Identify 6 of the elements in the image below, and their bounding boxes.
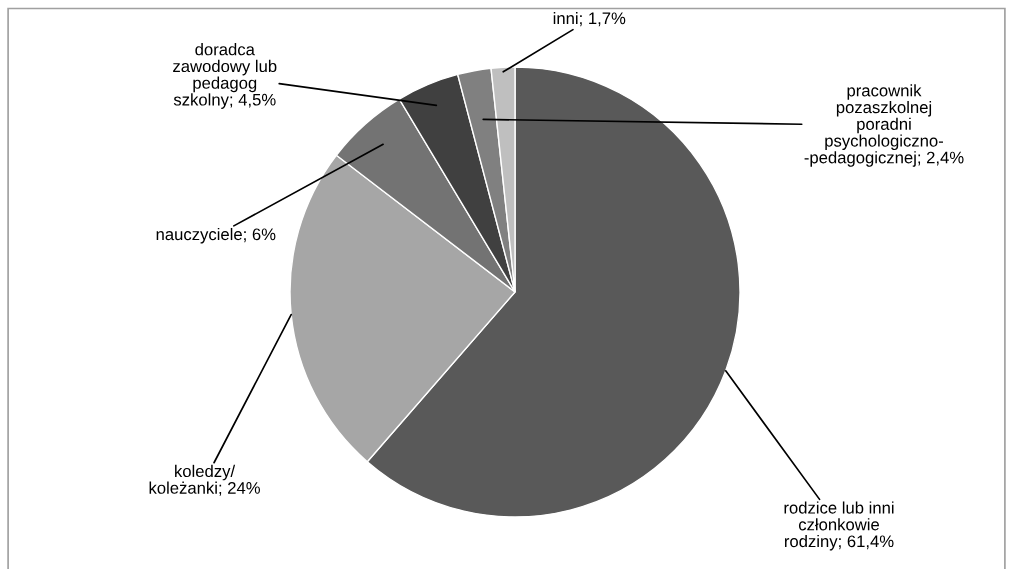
slice-label: koledzy/ koleżanki; 24%: [149, 464, 260, 496]
slice-label: doradca zawodowy lub pedagog szkolny; 4,5%: [173, 43, 277, 109]
slice-label: inni; 1,7%: [553, 11, 626, 27]
slice-label: rodzice lub inni członkowie rodziny; 61,4%: [784, 501, 894, 551]
slice-label: nauczyciele; 6%: [156, 227, 276, 244]
slice-label: pracownik pozaszkolnej poradni psychologiczno- -pedagogicznej; 2,4%: [804, 84, 964, 167]
